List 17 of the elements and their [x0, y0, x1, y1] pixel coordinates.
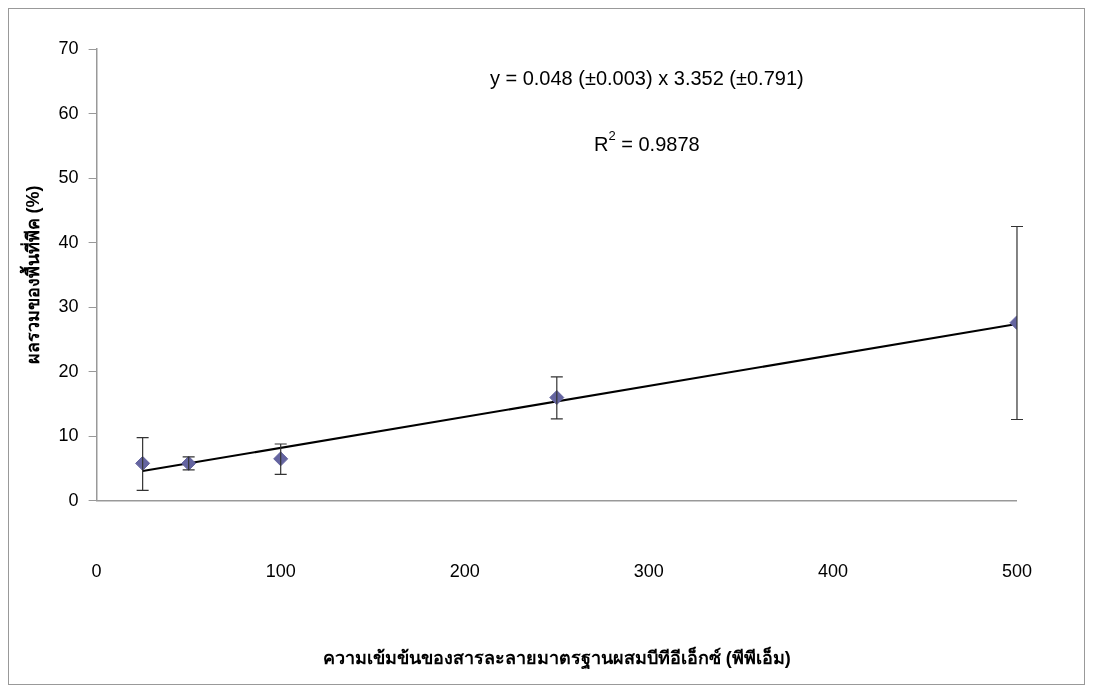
- x-axis-title: ความเข้มข้นของสารละลายมาตรฐานผสมบีทีอีเอ็กซ์ (พีพีเอ็ม): [322, 646, 791, 671]
- y-tick-label: 70: [58, 37, 79, 58]
- x-tick-label: 0: [91, 560, 102, 581]
- y-tick-label: 60: [58, 102, 79, 123]
- x-tick-label: 300: [633, 560, 664, 581]
- x-tick-label: 400: [817, 560, 848, 581]
- y-tick-label: 50: [58, 167, 79, 188]
- y-tick-label: 20: [58, 360, 79, 381]
- annotation: y = 0.048 (±0.003) x 3.352 (±0.791): [489, 66, 804, 89]
- y-tick-label: 10: [58, 425, 79, 446]
- y-axis-title: ผลรวมของพื้นที่พีค (%): [18, 185, 43, 365]
- y-tick-label: 0: [68, 489, 79, 510]
- y-tick-label: 30: [58, 296, 79, 317]
- x-tick-label: 100: [265, 560, 296, 581]
- y-tick-label: 40: [58, 231, 79, 252]
- x-tick-label: 200: [449, 560, 480, 581]
- x-tick-label: 500: [1001, 560, 1033, 581]
